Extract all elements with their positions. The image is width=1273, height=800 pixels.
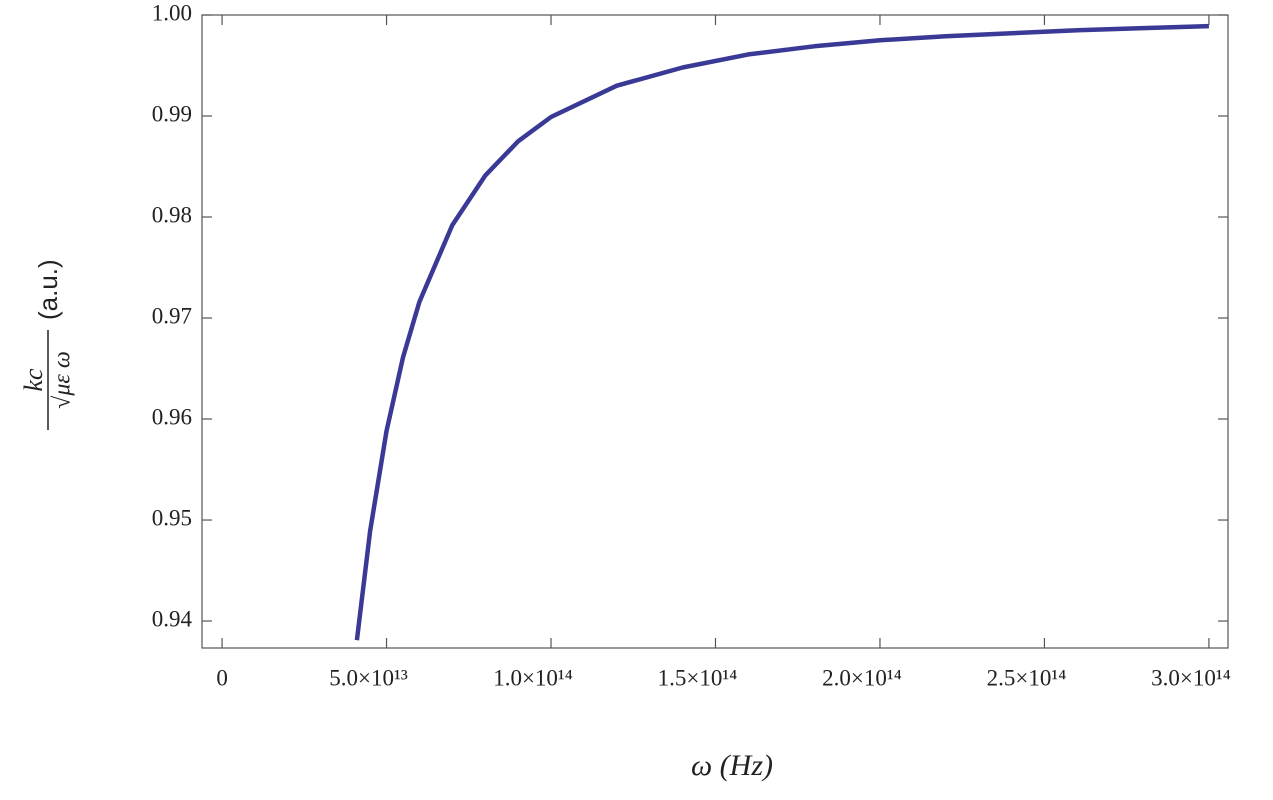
x-tick-label: 0 — [216, 665, 228, 690]
x-tick-label: 1.0×10¹⁴ — [493, 665, 573, 690]
x-tick-label: 2.5×10¹⁴ — [987, 665, 1067, 690]
x-tick-label: 1.5×10¹⁴ — [658, 665, 738, 690]
y-tick-label: 1.00 — [152, 0, 192, 25]
y-label-unit: (a.u.) — [33, 259, 63, 320]
x-axis-label: ω (Hz) — [691, 749, 773, 782]
y-axis-label: kc √με ω (a.u.) — [19, 259, 76, 430]
x-tick-label: 5.0×10¹³ — [329, 665, 408, 690]
y-tick-label: 0.99 — [152, 101, 192, 126]
plot-frame — [201, 14, 1229, 649]
x-tick-label: 2.0×10¹⁴ — [822, 665, 902, 690]
y-tick-label: 0.98 — [152, 202, 192, 227]
y-label-denominator: √με ω — [50, 351, 76, 409]
y-tick-label: 0.97 — [152, 303, 192, 328]
y-tick-label: 0.94 — [152, 606, 193, 631]
data-line — [354, 23, 1209, 641]
x-tick-label: 3.0×10¹⁴ — [1151, 665, 1231, 690]
y-tick-label: 0.96 — [152, 404, 192, 429]
y-tick-label: 0.95 — [152, 505, 192, 530]
y-label-numerator: kc — [19, 368, 48, 392]
